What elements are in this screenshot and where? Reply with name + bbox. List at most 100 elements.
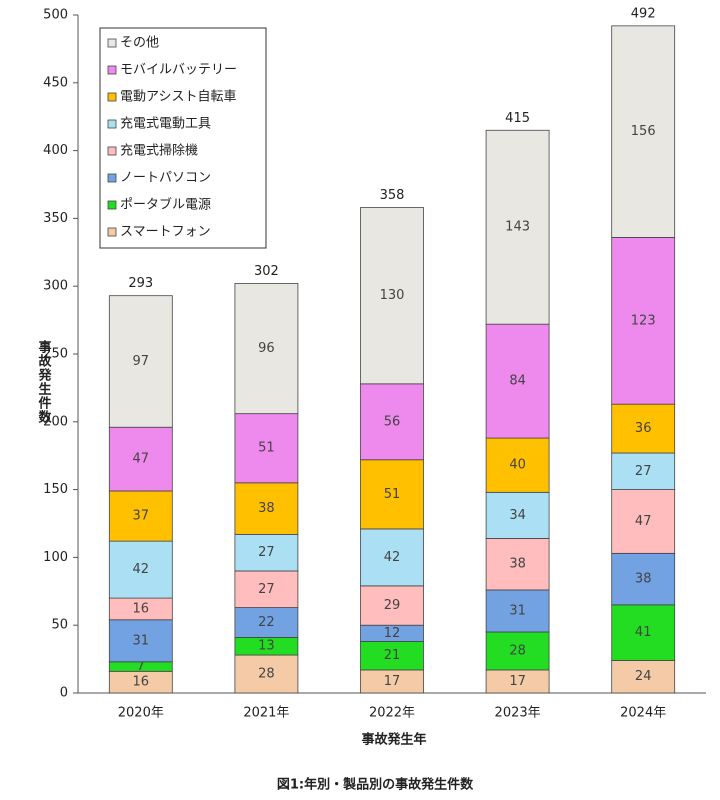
value-label: 7 [137,659,145,674]
x-tick-label: 2021年 [243,706,289,721]
legend-label: 充電式電動工具 [120,116,211,132]
y-tick-label: 200 [43,414,68,429]
value-label: 143 [505,220,530,235]
legend-swatch [107,173,117,183]
value-label: 41 [635,625,652,640]
value-label: 27 [258,545,275,560]
value-label: 27 [635,464,652,479]
bar-segment [360,528,424,587]
bar-segment [611,25,676,238]
legend-label: ポータブル電源 [120,197,211,213]
value-label: 38 [258,501,275,516]
value-label: 42 [384,550,401,565]
legend-label: スマートフォン [120,225,211,240]
bar-segment [485,538,550,591]
y-tick-label: 0 [60,686,68,701]
bar-segment [485,631,550,671]
legend-label: モバイルバッテリー [120,63,237,78]
legend-swatch [107,200,117,210]
value-label: 130 [380,288,405,303]
value-label: 38 [635,572,652,587]
value-label: 96 [258,341,275,356]
bar-segment [360,641,424,671]
legend-label: その他 [120,36,159,51]
y-tick-label: 250 [43,347,68,362]
value-label: 40 [509,458,526,473]
value-label: 16 [133,601,150,616]
value-label: 13 [258,639,275,654]
legend-label: ノートパソコン [120,171,211,186]
bar-segment [234,482,299,535]
x-tick-label: 2022年 [369,706,415,721]
bar-segment [108,295,173,428]
legend-swatch [107,92,117,102]
value-label: 47 [133,452,150,467]
total-label: 492 [631,6,656,21]
total-label: 415 [505,111,530,126]
legend-label: 充電式掃除機 [120,143,198,159]
y-tick-label: 300 [43,279,68,294]
total-label: 293 [128,276,153,291]
legend-swatch [107,38,117,48]
bar-segment [360,207,424,385]
value-label: 97 [133,354,150,369]
bar-segment [611,604,676,661]
y-tick-label: 50 [51,618,68,633]
x-tick-label: 2023年 [495,706,541,721]
y-tick-label: 500 [43,8,68,23]
bar-segment [485,323,550,439]
value-label: 12 [384,626,401,641]
y-axis-label: 事故発生件数 [36,339,53,424]
value-label: 21 [384,648,401,663]
bar-segment [611,660,676,694]
value-label: 17 [509,674,526,689]
caption: 図1:年別・製品別の事故発生件数 [277,777,474,793]
bar-segment [108,619,173,663]
value-label: 123 [631,313,656,328]
legend-box [99,27,267,249]
value-label: 37 [133,509,150,524]
bar-segment [108,540,173,599]
y-tick-label: 400 [43,143,68,158]
bar-segment [234,283,299,415]
y-tick-label: 350 [43,211,68,226]
value-label: 17 [384,674,401,689]
value-label: 38 [509,557,526,572]
legend-swatch [107,146,117,156]
value-label: 31 [509,603,526,618]
value-label: 34 [509,508,526,523]
value-label: 31 [133,633,150,648]
y-tick-label: 100 [43,550,68,565]
bar-segment [611,236,676,405]
bar-segment [234,607,299,638]
value-label: 28 [258,667,275,682]
bar-segment [234,654,299,694]
x-axis-label: 事故発生年 [361,732,426,748]
bar-segment [485,491,550,539]
y-tick-label: 150 [43,482,68,497]
legend-swatch [107,119,117,129]
value-label: 51 [258,441,275,456]
value-label: 24 [635,669,652,684]
bar-segment [108,490,173,542]
value-label: 51 [384,487,401,502]
value-label: 156 [631,124,656,139]
bar-segment [485,589,550,633]
value-label: 22 [258,615,275,630]
bar-segment [234,570,299,608]
bar-segment [611,452,676,491]
total-label: 302 [254,264,279,279]
x-tick-label: 2024年 [620,706,666,721]
bar-segment [234,413,299,484]
bar-segment [360,383,424,461]
value-label: 47 [635,514,652,529]
value-label: 27 [258,582,275,597]
value-label: 29 [384,598,401,613]
bar-segment [360,459,424,530]
value-label: 28 [509,643,526,658]
bar-segment [611,552,676,606]
total-label: 358 [380,188,405,203]
x-tick-label: 2020年 [118,706,164,721]
